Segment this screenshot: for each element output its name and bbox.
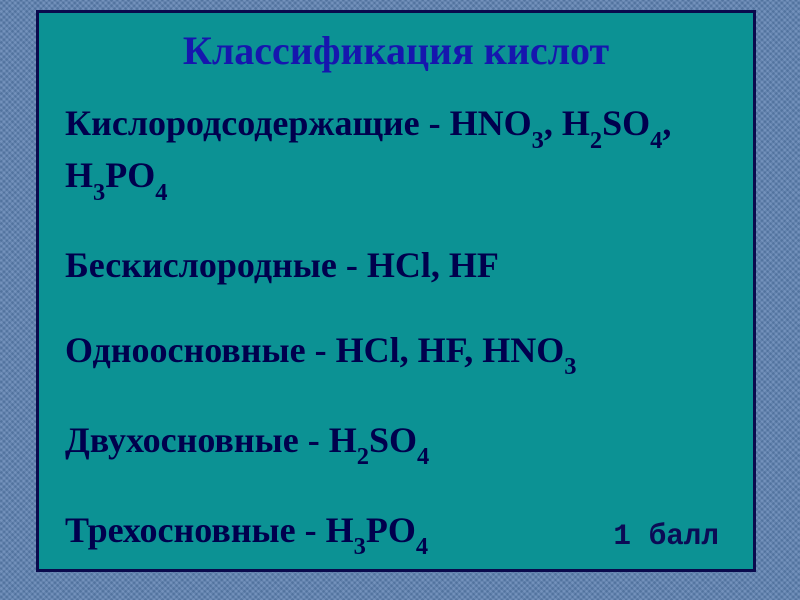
sep: ,: [544, 103, 562, 143]
formula-h2so4-h: H: [329, 420, 357, 460]
formula-hf: HF: [449, 245, 499, 285]
formula-h3po4-4: 4: [155, 179, 167, 206]
slide-title: Классификация кислот: [65, 27, 727, 74]
formula-hcl: HCl: [336, 330, 400, 370]
formula-h2so4-2: 2: [357, 443, 369, 470]
formula-h3po4-po: PO: [105, 155, 155, 195]
formula-hf: HF: [418, 330, 465, 370]
formula-h3po4-h: H: [65, 155, 93, 195]
formula-h2so4-4: 4: [650, 127, 662, 154]
score-label: 1 балл: [613, 520, 719, 553]
category-oxygen-free: Бескислородные - HCl, HF: [65, 242, 727, 289]
category-oxygen-containing: Кислородсодержащие - HNO3, H2SO4, H3PO4: [65, 100, 727, 204]
formula-h2so4-2: 2: [590, 127, 602, 154]
formula-hno3-sub: 3: [564, 353, 576, 380]
formula-h2so4-h: H: [562, 103, 590, 143]
category-label: Двухосновные -: [65, 420, 329, 460]
sep: ,: [400, 330, 418, 370]
category-label: Кислородсодержащие -: [65, 103, 450, 143]
formula-h2so4-so: SO: [602, 103, 650, 143]
category-label: Одноосновные -: [65, 330, 336, 370]
formula-h3po4-3: 3: [93, 179, 105, 206]
formula-h3po4-po: PO: [366, 510, 416, 550]
sep: ,: [464, 330, 482, 370]
sep: ,: [431, 245, 449, 285]
formula-h2so4-so: SO: [369, 420, 417, 460]
formula-h3po4-h: H: [326, 510, 354, 550]
sep: ,: [662, 103, 671, 143]
formula-hno3-sub: 3: [532, 127, 544, 154]
formula-hno3-base: HNO: [450, 103, 532, 143]
content-panel: Классификация кислот Кислородсодержащие …: [36, 10, 756, 572]
formula-h2so4-4: 4: [417, 443, 429, 470]
formula-h3po4-4: 4: [416, 533, 428, 560]
formula-hno3-base: HNO: [482, 330, 564, 370]
category-label: Трехосновные -: [65, 510, 326, 550]
formula-h3po4-3: 3: [354, 533, 366, 560]
category-label: Бескислородные -: [65, 245, 367, 285]
category-dibasic: Двухосновные - H2SO4: [65, 417, 727, 469]
category-monobasic: Одноосновные - HCl, HF, HNO3: [65, 327, 727, 379]
formula-hcl: HCl: [367, 245, 431, 285]
